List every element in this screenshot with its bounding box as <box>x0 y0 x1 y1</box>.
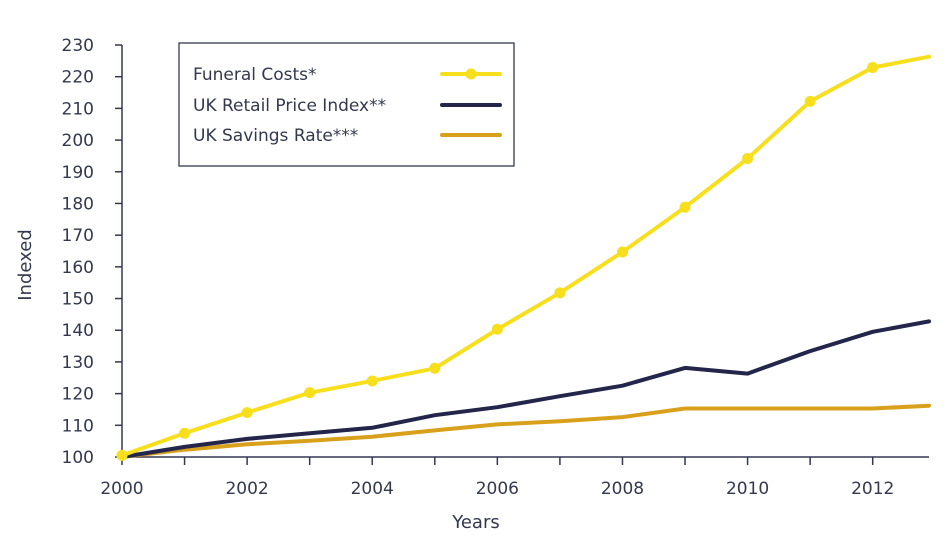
data-point-funeral-costs <box>804 95 816 107</box>
legend: Funeral Costs* UK Retail Price Index** U… <box>178 42 515 167</box>
y-tick-label: 120 <box>62 385 94 405</box>
x-tick-label: 2012 <box>851 479 894 499</box>
series-line-uk-retail-price-index <box>120 319 931 459</box>
x-tick-label: 2006 <box>476 479 519 499</box>
y-tick-label: 130 <box>62 353 94 373</box>
data-point-funeral-costs <box>429 362 441 374</box>
data-point-funeral-costs <box>116 449 128 461</box>
y-tick-label: 110 <box>62 416 94 436</box>
legend-label-retail-price-index: UK Retail Price Index** <box>193 96 386 116</box>
series-layer <box>116 54 931 461</box>
data-point-funeral-costs <box>304 387 316 399</box>
data-point-funeral-costs <box>554 287 566 299</box>
x-tick-label: 2004 <box>351 479 394 499</box>
y-tick-label: 170 <box>62 226 94 246</box>
y-tick-label: 200 <box>62 131 94 151</box>
y-tick-label: 140 <box>62 321 94 341</box>
data-point-funeral-costs <box>179 427 191 439</box>
data-point-funeral-costs <box>867 62 879 74</box>
y-tick-label: 150 <box>62 290 94 310</box>
x-tick-label: 2000 <box>100 479 143 499</box>
x-tick-label: 2010 <box>726 479 769 499</box>
y-tick-label: 160 <box>62 258 94 278</box>
x-tick-label: 2002 <box>225 479 268 499</box>
axes: 100 110 120 130 140 150 160 170 180 190 200 210 220 2… <box>62 36 929 499</box>
data-point-funeral-costs <box>679 201 691 213</box>
legend-label-funeral-costs: Funeral Costs* <box>193 65 317 85</box>
series-line-funeral-costs <box>120 54 931 458</box>
data-point-funeral-costs <box>366 375 378 387</box>
data-point-funeral-costs <box>616 246 628 258</box>
y-axis-label: Indexed <box>15 229 36 301</box>
y-tick-label: 210 <box>62 99 94 119</box>
data-point-funeral-costs <box>742 152 754 164</box>
data-point-funeral-costs <box>241 407 253 419</box>
y-tick-label: 230 <box>62 36 94 56</box>
legend-marker-funeral-costs <box>465 68 477 80</box>
y-tick-label: 190 <box>62 163 94 183</box>
data-point-funeral-costs <box>491 323 503 335</box>
series-line-uk-savings-rate <box>120 403 931 459</box>
y-tick-label: 180 <box>62 194 94 214</box>
y-tick-label: 220 <box>62 68 94 88</box>
y-tick-label: 100 <box>62 448 94 468</box>
x-tick-label: 2008 <box>601 479 644 499</box>
x-axis-label: Years <box>451 512 500 533</box>
legend-label-savings-rate: UK Savings Rate*** <box>193 126 358 146</box>
